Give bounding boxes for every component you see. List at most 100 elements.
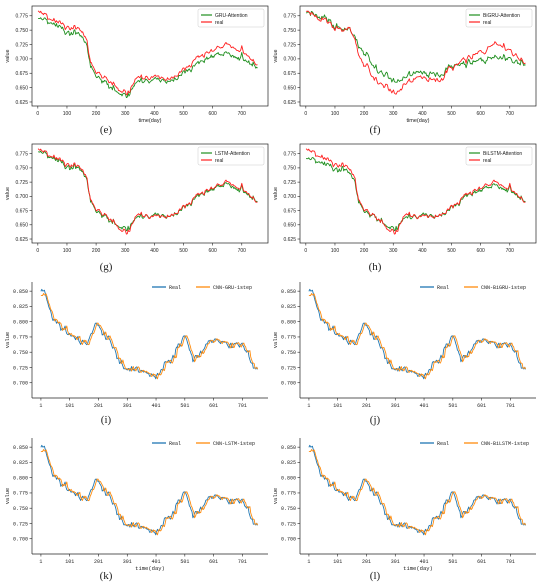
y-tick-label: 0.800 bbox=[281, 475, 296, 481]
y-axis-label: value bbox=[272, 332, 279, 349]
x-tick-label: 300 bbox=[389, 111, 398, 117]
series-line-green bbox=[306, 157, 526, 232]
caption-k: (k) bbox=[99, 570, 113, 582]
y-tick-label: 0.750 bbox=[281, 350, 296, 356]
x-tick-label: 700 bbox=[238, 248, 247, 254]
y-tick-label: 0.700 bbox=[13, 381, 28, 387]
y-tick-label: 0.725 bbox=[281, 365, 296, 371]
legend-label: CNN-GRU-1step bbox=[213, 285, 252, 291]
y-tick-label: 0.750 bbox=[13, 350, 28, 356]
x-tick-label: 601 bbox=[477, 559, 486, 565]
legend-label: LSTM-Attention bbox=[215, 151, 250, 157]
legend-label: CNN-BiLSTM-1step bbox=[481, 441, 529, 447]
series-line-orange bbox=[308, 449, 527, 536]
y-tick-label: 0.650 bbox=[283, 85, 296, 91]
x-tick-label: 601 bbox=[209, 559, 218, 565]
x-tick-label: 0 bbox=[36, 111, 39, 117]
y-tick-label: 0.675 bbox=[15, 208, 28, 214]
x-axis-label: time(day) bbox=[403, 565, 433, 572]
x-tick-label: 400 bbox=[150, 248, 159, 254]
y-tick-label: 0.775 bbox=[281, 491, 296, 497]
y-tick-label: 0.775 bbox=[13, 491, 28, 497]
caption-l: (l) bbox=[369, 570, 381, 582]
x-tick-label: 701 bbox=[238, 403, 247, 409]
x-axis-label: time(day) bbox=[407, 118, 430, 124]
y-tick-label: 0.700 bbox=[15, 57, 28, 63]
x-tick-label: 200 bbox=[92, 111, 101, 117]
x-axis-label: time(day) bbox=[135, 565, 165, 572]
y-tick-label: 0.750 bbox=[15, 28, 28, 34]
y-tick-label: 0.750 bbox=[13, 506, 28, 512]
y-tick-label: 0.775 bbox=[13, 335, 28, 341]
chart-panel-k: 1 101 201 301 401 501 601 701 0.700 0.725 0.750 0.7… bbox=[4, 438, 268, 572]
series-line-blue bbox=[308, 288, 527, 380]
x-tick-label: 100 bbox=[331, 111, 340, 117]
legend-label: real bbox=[215, 20, 223, 26]
y-tick-label: 0.850 bbox=[13, 445, 28, 451]
y-tick-label: 0.775 bbox=[15, 151, 28, 157]
y-tick-label: 0.775 bbox=[283, 151, 296, 157]
chart-panel-j: 1 101 201 301 401 501 601 701 0.700 0.725 0.750 0.7… bbox=[272, 282, 536, 409]
x-tick-label: 100 bbox=[63, 248, 72, 254]
x-tick-label: 100 bbox=[63, 111, 72, 117]
chart-panel-l: 1 101 201 301 401 501 601 701 0.700 0.725 0.750 0.7… bbox=[272, 438, 536, 572]
x-tick-label: 700 bbox=[238, 111, 247, 117]
y-tick-label: 0.825 bbox=[281, 460, 296, 466]
y-tick-label: 0.775 bbox=[281, 335, 296, 341]
x-tick-label: 600 bbox=[476, 248, 485, 254]
x-tick-label: 400 bbox=[418, 111, 427, 117]
x-tick-label: 701 bbox=[238, 559, 247, 565]
y-tick-label: 0.800 bbox=[13, 319, 28, 325]
y-axis-label: value bbox=[273, 49, 279, 62]
series-line-green bbox=[306, 10, 526, 83]
y-tick-label: 0.625 bbox=[283, 237, 296, 243]
caption-i: (i) bbox=[100, 414, 112, 426]
legend-box bbox=[465, 8, 533, 28]
y-tick-label: 0.725 bbox=[283, 42, 296, 48]
plot-frame bbox=[31, 5, 269, 107]
chart-panel-f: 0 100 200 300 400 500 600 700 0.625 0.650 0.675 0.7… bbox=[273, 5, 537, 124]
y-tick-label: 0.700 bbox=[15, 194, 28, 200]
series-line-red bbox=[37, 10, 258, 96]
series-line-blue bbox=[308, 444, 527, 536]
legend-label: BiLSTM-Attention bbox=[483, 151, 522, 157]
x-tick-label: 501 bbox=[448, 559, 457, 565]
x-tick-label: 1 bbox=[307, 559, 310, 565]
legend-label: Real bbox=[169, 285, 181, 291]
legend-label: CNN-LSTM-1step bbox=[213, 441, 255, 447]
legend-label: BiGRU-Attention bbox=[483, 13, 520, 19]
x-tick-label: 0 bbox=[304, 111, 307, 117]
x-tick-label: 400 bbox=[418, 248, 427, 254]
legend-label: Real bbox=[437, 441, 449, 447]
caption-j: (j) bbox=[369, 414, 381, 426]
y-tick-label: 0.825 bbox=[281, 304, 296, 310]
legend-box bbox=[197, 146, 265, 166]
x-tick-label: 1 bbox=[307, 403, 310, 409]
y-tick-label: 0.800 bbox=[13, 475, 28, 481]
series-line-orange bbox=[40, 293, 259, 380]
y-tick-label: 0.625 bbox=[283, 100, 296, 106]
x-tick-label: 201 bbox=[94, 403, 103, 409]
y-axis-label: value bbox=[273, 187, 279, 200]
caption-g: (g) bbox=[99, 261, 113, 273]
x-tick-label: 100 bbox=[331, 248, 340, 254]
legend-box bbox=[465, 146, 533, 166]
caption-h: (h) bbox=[368, 261, 382, 273]
y-tick-label: 0.725 bbox=[283, 180, 296, 186]
chart-panel-e: 0 100 200 300 400 500 600 700 0.625 0.650 0.675 0.7… bbox=[5, 5, 269, 124]
x-tick-label: 101 bbox=[65, 403, 74, 409]
x-tick-label: 301 bbox=[123, 559, 132, 565]
y-tick-label: 0.725 bbox=[13, 521, 28, 527]
x-tick-label: 300 bbox=[389, 248, 398, 254]
x-tick-label: 600 bbox=[208, 111, 217, 117]
x-tick-label: 300 bbox=[121, 111, 130, 117]
y-tick-label: 0.725 bbox=[281, 521, 296, 527]
x-tick-label: 301 bbox=[391, 403, 400, 409]
x-tick-label: 201 bbox=[362, 559, 371, 565]
y-tick-label: 0.675 bbox=[15, 71, 28, 77]
x-tick-label: 701 bbox=[506, 559, 515, 565]
legend-label: Real bbox=[437, 285, 449, 291]
y-tick-label: 0.750 bbox=[15, 166, 28, 172]
x-axis-label: time(day) bbox=[139, 118, 162, 124]
